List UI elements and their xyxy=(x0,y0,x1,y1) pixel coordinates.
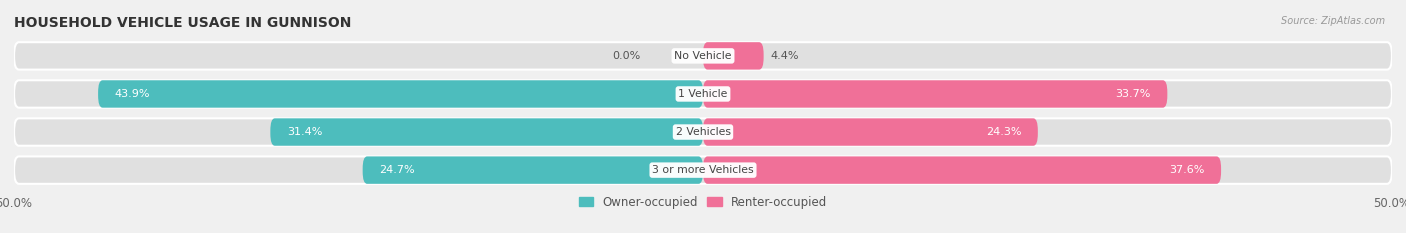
Text: 33.7%: 33.7% xyxy=(1115,89,1152,99)
FancyBboxPatch shape xyxy=(703,42,763,70)
Text: 31.4%: 31.4% xyxy=(287,127,322,137)
FancyBboxPatch shape xyxy=(14,156,1392,184)
FancyBboxPatch shape xyxy=(703,156,1220,184)
Text: No Vehicle: No Vehicle xyxy=(675,51,731,61)
Text: Source: ZipAtlas.com: Source: ZipAtlas.com xyxy=(1281,16,1385,26)
FancyBboxPatch shape xyxy=(270,118,703,146)
Text: 2 Vehicles: 2 Vehicles xyxy=(675,127,731,137)
Text: 43.9%: 43.9% xyxy=(115,89,150,99)
Text: 24.7%: 24.7% xyxy=(380,165,415,175)
FancyBboxPatch shape xyxy=(14,80,1392,108)
FancyBboxPatch shape xyxy=(363,156,703,184)
FancyBboxPatch shape xyxy=(14,118,1392,146)
Text: HOUSEHOLD VEHICLE USAGE IN GUNNISON: HOUSEHOLD VEHICLE USAGE IN GUNNISON xyxy=(14,16,352,30)
Text: 4.4%: 4.4% xyxy=(770,51,799,61)
FancyBboxPatch shape xyxy=(98,80,703,108)
Text: 0.0%: 0.0% xyxy=(613,51,641,61)
FancyBboxPatch shape xyxy=(703,80,1167,108)
Text: 24.3%: 24.3% xyxy=(986,127,1021,137)
Text: 37.6%: 37.6% xyxy=(1170,165,1205,175)
FancyBboxPatch shape xyxy=(14,42,1392,70)
Text: 3 or more Vehicles: 3 or more Vehicles xyxy=(652,165,754,175)
Legend: Owner-occupied, Renter-occupied: Owner-occupied, Renter-occupied xyxy=(574,191,832,213)
Text: 1 Vehicle: 1 Vehicle xyxy=(678,89,728,99)
FancyBboxPatch shape xyxy=(703,118,1038,146)
